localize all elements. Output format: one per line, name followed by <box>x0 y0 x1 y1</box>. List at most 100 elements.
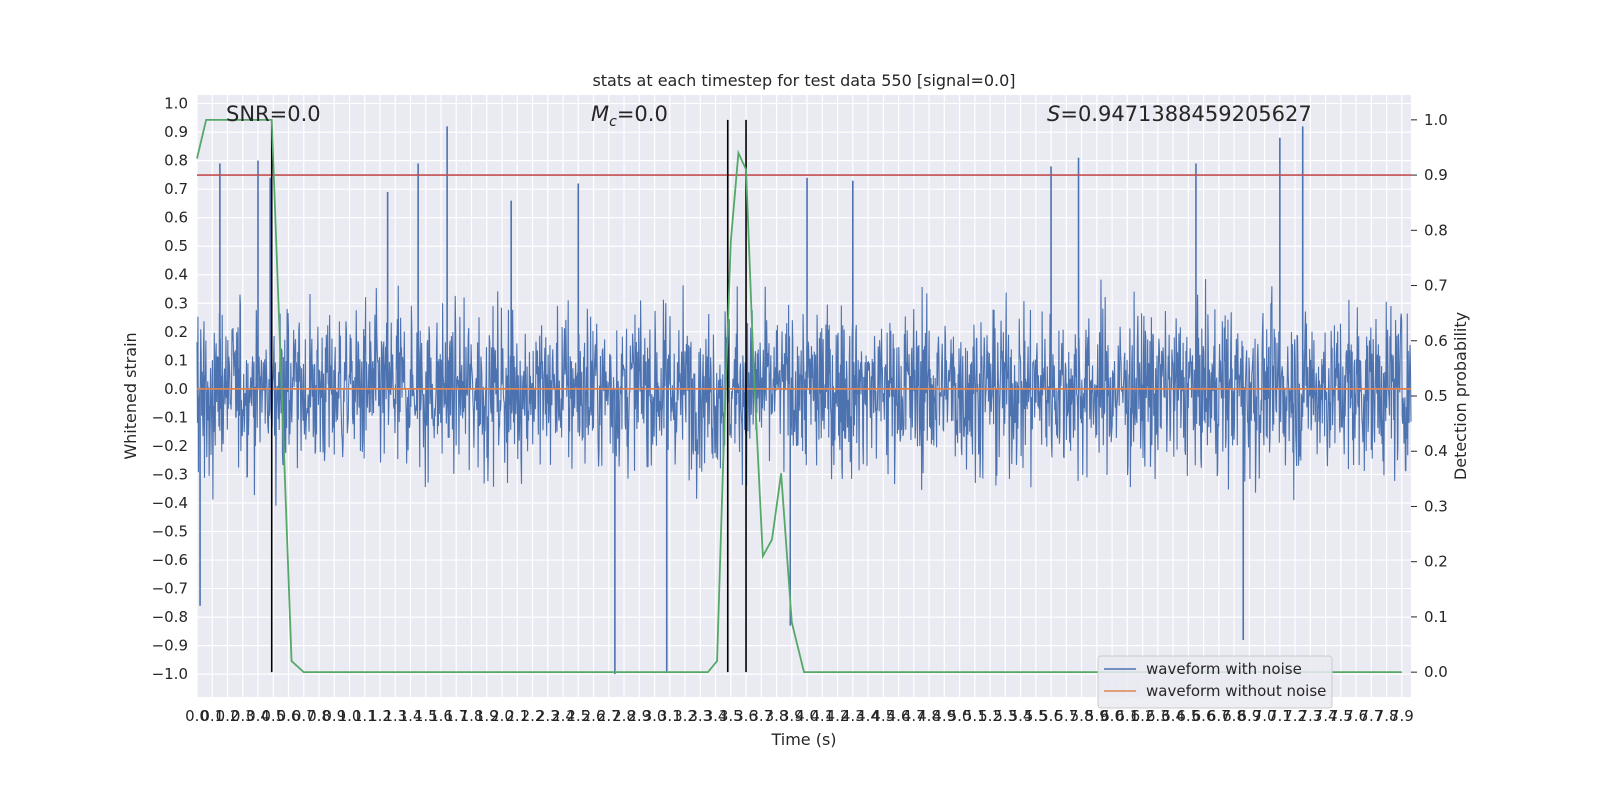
y-tick-label: 0.6 <box>164 209 188 227</box>
x-tick-label: 7.4 <box>1314 707 1338 725</box>
chirp-mass-subscript: c <box>609 114 617 130</box>
x-tick-label: 3.5 <box>719 707 743 725</box>
x-tick-label: 5.8 <box>1070 707 1094 725</box>
x-tick-label: 4.5 <box>871 707 895 725</box>
y-tick-label: 0.1 <box>164 351 188 369</box>
x-tick-label: 2.6 <box>582 707 606 725</box>
x-tick-label: 4.9 <box>932 707 956 725</box>
x-tick-label: 2.8 <box>612 707 636 725</box>
x-tick-label: 4.8 <box>917 707 941 725</box>
overlays <box>196 118 1411 674</box>
s-value: =0.9471388459205627 <box>1060 102 1311 126</box>
x-tick-label: 0.8 <box>307 707 331 725</box>
x-tick-label: 7.5 <box>1329 707 1353 725</box>
x-tick-label: 6.3 <box>1146 707 1170 725</box>
x-tick-label: 5.2 <box>978 707 1002 725</box>
x-tick-label: 0.3 <box>231 707 255 725</box>
y2-tick-label: 0.3 <box>1424 497 1448 515</box>
x-tick-label: 5.3 <box>993 707 1017 725</box>
x-tick-label: 3.3 <box>688 707 712 725</box>
y2-tick-label: 0.7 <box>1424 277 1448 295</box>
x-tick-label: 7.7 <box>1359 707 1383 725</box>
x-tick-label: 3.0 <box>643 707 667 725</box>
x-tick-label: 1.1 <box>353 707 377 725</box>
y-tick-label: −0.2 <box>152 437 188 455</box>
x-tick-label: 4.4 <box>856 707 880 725</box>
y-tick-label: 0.4 <box>164 266 188 284</box>
detection-probability-line <box>196 118 1402 674</box>
x-tick-label: 6.0 <box>1100 707 1124 725</box>
x-tick-label: 5.0 <box>948 707 972 725</box>
legend: waveform with noise waveform without noi… <box>1097 655 1333 709</box>
legend-box <box>1097 655 1333 709</box>
x-tick-label: 0.9 <box>322 707 346 725</box>
x-tick-label: 2.9 <box>627 707 651 725</box>
x-tick-label: 2.2 <box>521 707 545 725</box>
y2-tick-label: 0.2 <box>1424 553 1448 571</box>
y-tick-label: 0.9 <box>164 123 188 141</box>
x-tick-label: 7.1 <box>1268 707 1292 725</box>
x-axis-label: Time (s) <box>770 730 836 749</box>
x-tick-label: 2.0 <box>490 707 514 725</box>
y2-tick-label: 0.4 <box>1424 442 1448 460</box>
y-tick-label: −0.8 <box>152 608 188 626</box>
x-tick-label: 5.1 <box>963 707 987 725</box>
x-tick-label: 5.5 <box>1024 707 1048 725</box>
y2-axis-label: Detection probability <box>1451 312 1470 480</box>
x-tick-label: 4.7 <box>902 707 926 725</box>
x-tick-label: 1.5 <box>414 707 438 725</box>
ticks: 0.00.10.20.30.40.50.60.70.80.91.01.11.21… <box>152 95 1448 725</box>
y-tick-label: −0.1 <box>152 408 188 426</box>
chirp-mass-value: =0.0 <box>617 102 668 126</box>
x-tick-label: 6.9 <box>1237 707 1261 725</box>
legend-label-noise: waveform with noise <box>1146 660 1302 678</box>
x-tick-label: 1.0 <box>338 707 362 725</box>
x-tick-label: 0.7 <box>292 707 316 725</box>
x-tick-label: 6.5 <box>1176 707 1200 725</box>
y2-tick-label: 0.1 <box>1424 608 1448 626</box>
y-tick-label: 0.0 <box>164 380 188 398</box>
x-tick-label: 6.1 <box>1115 707 1139 725</box>
s-symbol: S <box>1047 102 1060 126</box>
x-tick-label: 4.6 <box>887 707 911 725</box>
y-tick-label: 0.2 <box>164 323 188 341</box>
x-tick-label: 1.2 <box>368 707 392 725</box>
waveform-with-noise-series <box>196 126 1412 675</box>
x-tick-label: 5.4 <box>1009 707 1033 725</box>
x-tick-label: 0.2 <box>216 707 240 725</box>
x-tick-label: 4.2 <box>826 707 850 725</box>
x-tick-label: 2.3 <box>536 707 560 725</box>
snr-annotation: SNR=0.0 <box>226 102 321 126</box>
x-tick-label: 7.3 <box>1298 707 1322 725</box>
x-tick-label: 7.8 <box>1375 707 1399 725</box>
x-tick-label: 7.0 <box>1253 707 1277 725</box>
x-tick-label: 3.6 <box>734 707 758 725</box>
chirp-mass-annotation: Mc=0.0 <box>591 102 668 130</box>
x-tick-label: 1.4 <box>399 707 423 725</box>
x-tick-label: 3.8 <box>765 707 789 725</box>
chart-title: stats at each timestep for test data 550… <box>592 71 1015 90</box>
x-tick-label: 0.6 <box>277 707 301 725</box>
y2-tick-label: 0.5 <box>1424 387 1448 405</box>
y2-tick-label: 0.0 <box>1424 663 1448 681</box>
y-tick-label: −0.6 <box>152 551 188 569</box>
x-tick-label: 7.9 <box>1390 707 1414 725</box>
x-tick-label: 3.7 <box>749 707 773 725</box>
y-tick-label: −0.5 <box>152 523 188 541</box>
x-tick-label: 0.1 <box>200 707 224 725</box>
x-tick-label: 2.7 <box>597 707 621 725</box>
x-tick-label: 5.6 <box>1039 707 1063 725</box>
x-tick-label: 3.2 <box>673 707 697 725</box>
s-annotation: S=0.9471388459205627 <box>1047 102 1312 126</box>
y-tick-label: 0.3 <box>164 294 188 312</box>
x-tick-label: 4.0 <box>795 707 819 725</box>
x-tick-label: 0.4 <box>246 707 270 725</box>
y-tick-label: −0.4 <box>152 494 188 512</box>
y-tick-label: −0.9 <box>152 637 188 655</box>
y-axis-label: Whitened strain <box>121 332 140 459</box>
y2-tick-label: 0.8 <box>1424 221 1448 239</box>
x-tick-label: 3.1 <box>658 707 682 725</box>
x-tick-label: 3.9 <box>780 707 804 725</box>
x-tick-label: 7.2 <box>1283 707 1307 725</box>
